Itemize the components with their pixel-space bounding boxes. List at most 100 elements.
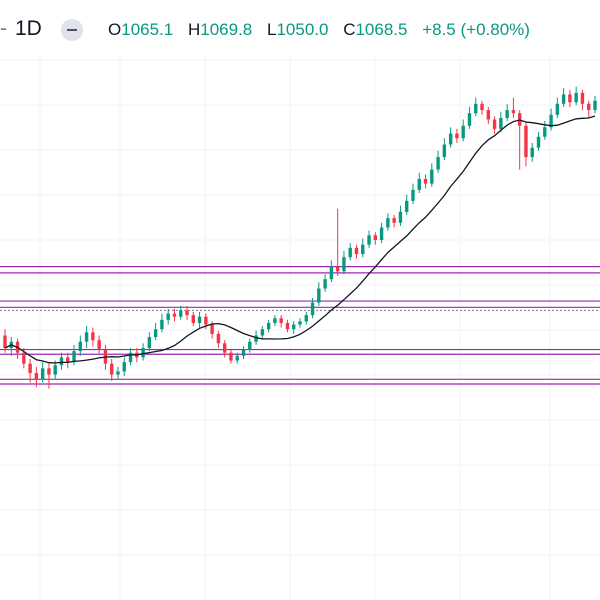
candle (248, 338, 252, 353)
candle (84, 326, 89, 348)
candle (128, 348, 133, 366)
candle (486, 106, 490, 125)
candle-body (555, 103, 560, 115)
candle-body (379, 227, 384, 240)
candle (423, 174, 428, 189)
candle-body (22, 352, 26, 364)
candle (279, 315, 283, 328)
candle (298, 318, 302, 328)
candle (530, 142, 534, 162)
candle-body (66, 357, 70, 363)
open-label: O (108, 20, 122, 39)
candle-body (97, 340, 101, 350)
candle-body (298, 321, 302, 325)
candle (379, 222, 384, 244)
candle (28, 358, 32, 383)
candle (499, 111, 503, 132)
candle (241, 346, 246, 359)
candle-body (122, 362, 126, 372)
interval-label[interactable]: -1D (0, 14, 42, 44)
candle (292, 321, 296, 334)
candle-body (442, 144, 447, 158)
candle (235, 352, 239, 364)
candle (342, 250, 346, 275)
candle (197, 312, 202, 328)
candle (304, 312, 308, 325)
interval-separator: - (0, 17, 7, 40)
candle-body (511, 110, 516, 114)
candle (47, 363, 51, 389)
candle (574, 86, 578, 106)
candle (511, 97, 516, 118)
candle-body (254, 335, 258, 342)
candle-body (266, 322, 271, 330)
candle-body (436, 157, 440, 170)
candle-body (3, 335, 7, 348)
candle (329, 260, 334, 283)
candle (448, 127, 453, 148)
candle (260, 326, 265, 339)
candle (273, 315, 277, 327)
candle (580, 89, 585, 111)
candle-body (260, 329, 265, 336)
candle (122, 357, 126, 377)
minus-icon (67, 29, 77, 31)
candle-body (335, 266, 340, 272)
candle-body (373, 235, 378, 240)
candle-body (222, 343, 227, 353)
candle (524, 122, 528, 167)
candle (229, 349, 233, 364)
candle (191, 312, 195, 327)
candle (354, 244, 359, 259)
candle (323, 274, 327, 292)
candle-body (486, 110, 490, 120)
candle (492, 116, 497, 134)
open-value: 1065.1 (121, 20, 174, 39)
candle (392, 214, 396, 228)
candle-body (492, 119, 497, 129)
candle-body (423, 178, 428, 184)
candle (386, 213, 390, 231)
candle-body (40, 368, 45, 380)
candle (587, 100, 591, 118)
candle (442, 138, 447, 161)
candle (430, 163, 434, 187)
candle (160, 313, 164, 333)
candle-body (480, 103, 484, 111)
candle (505, 103, 509, 122)
candle-body (47, 368, 51, 375)
candle (40, 362, 45, 383)
high-value: 1069.8 (200, 20, 253, 39)
hide-legend-button[interactable] (61, 19, 83, 41)
candle-body (430, 169, 434, 184)
candle-body (166, 313, 170, 320)
moving-average-line (4, 115, 596, 364)
candle (185, 305, 189, 320)
candle (543, 121, 547, 140)
candle (398, 205, 403, 226)
candle-body (59, 357, 64, 366)
candle-body (361, 244, 365, 255)
candle-body (229, 352, 233, 361)
candle-body (499, 117, 503, 129)
candle (147, 332, 152, 352)
candle-body (417, 178, 421, 190)
candle (266, 319, 271, 333)
candle-body (455, 133, 459, 139)
candle (555, 97, 560, 118)
candle (116, 366, 120, 380)
candle (549, 108, 553, 131)
candle-body (543, 127, 547, 137)
change-value: +8.5 (+0.80%) (422, 20, 530, 39)
candle (411, 183, 415, 204)
candle-body (53, 365, 57, 375)
candle-body (141, 348, 145, 358)
ohlc-values: O1065.1 H1069.8 L1050.0 C1068.5 +8.5 (+0… (108, 17, 530, 43)
candle-body (179, 310, 183, 317)
candle (461, 119, 465, 142)
candle-body (292, 324, 296, 330)
candle-body (549, 114, 553, 128)
candle (474, 97, 478, 117)
